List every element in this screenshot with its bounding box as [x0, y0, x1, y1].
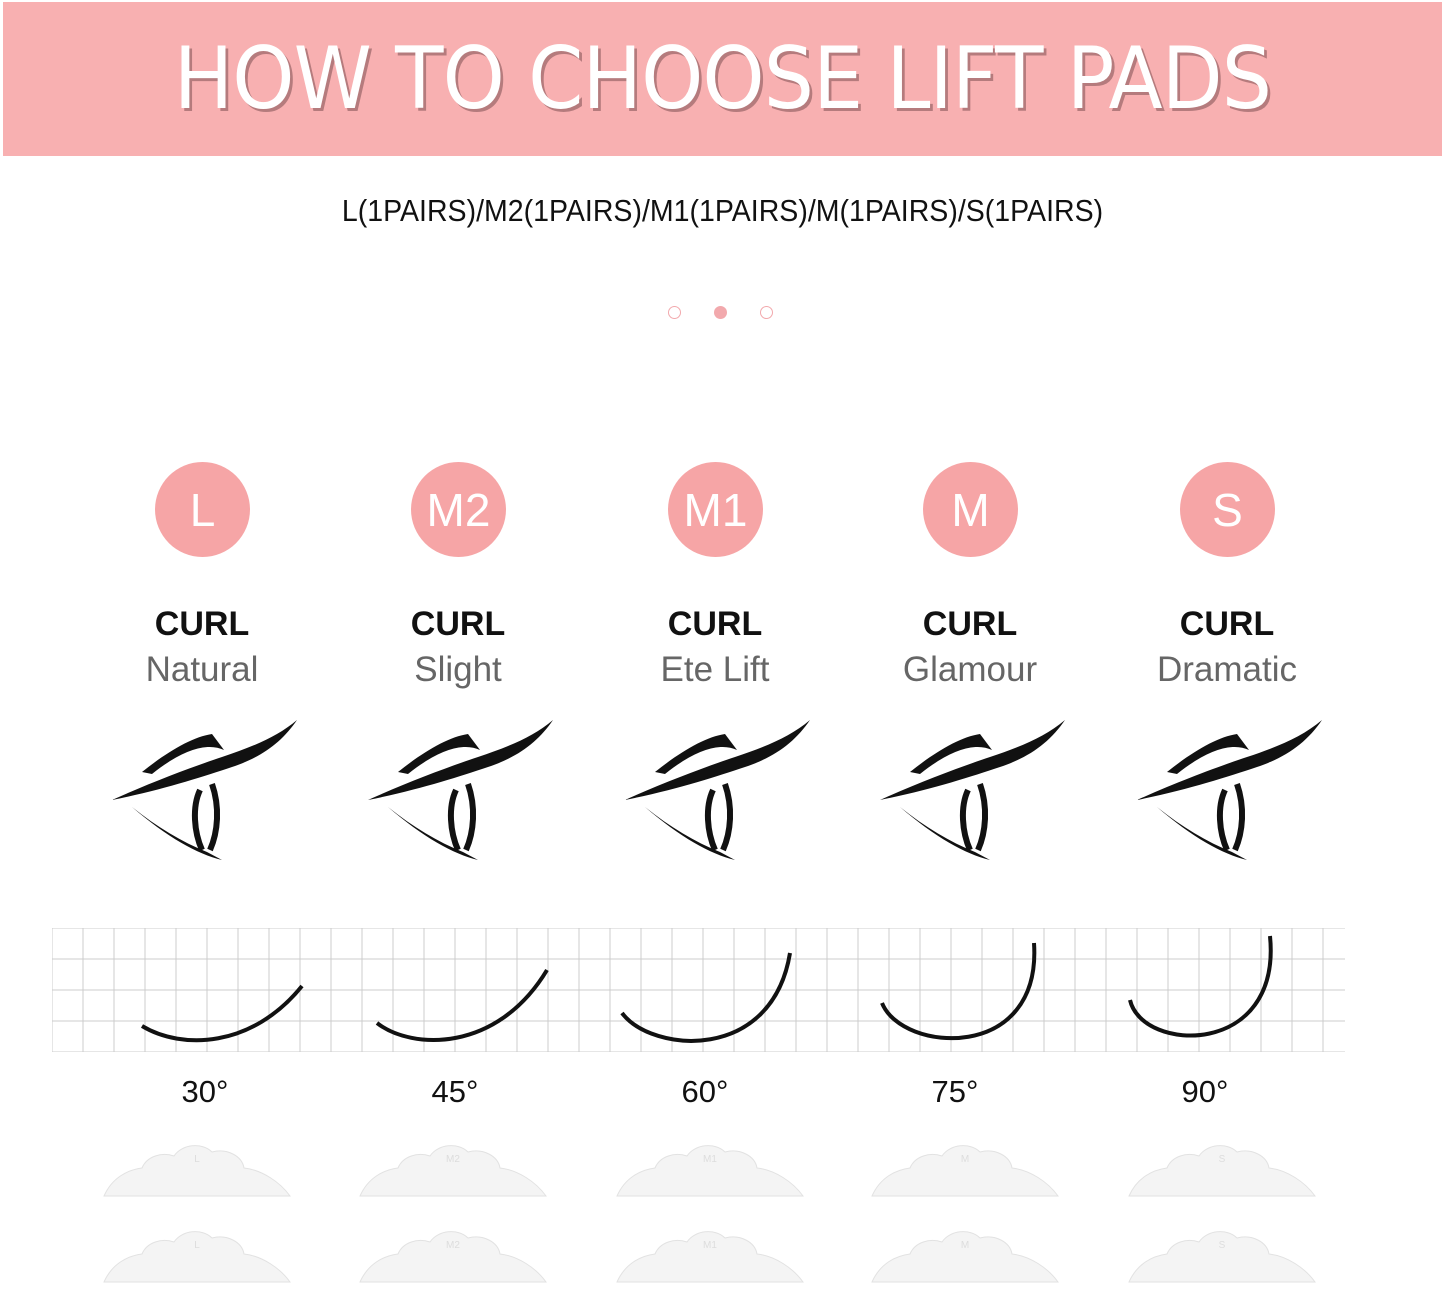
svg-text:M: M [961, 1154, 969, 1165]
carousel-dot-active[interactable] [714, 306, 727, 319]
eye-illustration-icon [368, 712, 568, 862]
curl-angle: 90° [1181, 1074, 1229, 1109]
curl-angle: 30° [181, 1074, 229, 1109]
carousel-dot[interactable] [668, 306, 681, 319]
curl-label: CURL [667, 605, 763, 643]
lash-curve [140, 984, 304, 1043]
size-badge: M [923, 462, 1018, 557]
title-banner: HOW TO CHOOSE LIFT PADS [3, 2, 1442, 156]
curl-style: Glamour [902, 650, 1038, 689]
lift-pad-image: S [1127, 1224, 1317, 1286]
curl-label: CURL [154, 605, 250, 643]
curl-style: Ete Lift [660, 650, 770, 689]
size-badge: M1 [668, 462, 763, 557]
lift-pad-image: M [870, 1224, 1060, 1286]
lash-curve [1128, 935, 1273, 1038]
size-badge: M2 [411, 462, 506, 557]
lift-pad-image: L [102, 1224, 292, 1286]
eye-illustration-icon [880, 712, 1080, 862]
curl-label: CURL [410, 605, 506, 643]
curl-angle: 45° [431, 1074, 479, 1109]
lift-pad-image: M1 [615, 1224, 805, 1286]
svg-text:S: S [1219, 1154, 1226, 1165]
lift-pad-image: S [1127, 1138, 1317, 1200]
svg-text:M1: M1 [703, 1154, 717, 1165]
curl-label: CURL [922, 605, 1018, 643]
curl-angle: 60° [681, 1074, 729, 1109]
curl-style: Natural [145, 650, 259, 689]
lift-pad-image: L [102, 1138, 292, 1200]
pairs-subtitle: L(1PAIRS)/M2(1PAIRS)/M1(1PAIRS)/M(1PAIRS… [341, 193, 1104, 228]
curl-label: CURL [1179, 605, 1275, 643]
svg-text:M: M [961, 1240, 969, 1251]
lash-curve [880, 942, 1037, 1041]
lift-pad-image: M1 [615, 1138, 805, 1200]
lift-pad-image: M [870, 1138, 1060, 1200]
eye-illustration-icon [112, 712, 312, 862]
eye-illustration-icon [625, 712, 825, 862]
lift-pad-image: M2 [358, 1138, 548, 1200]
svg-text:M2: M2 [446, 1154, 460, 1165]
lift-pad-image: M2 [358, 1224, 548, 1286]
svg-text:L: L [194, 1154, 200, 1165]
eye-illustration-icon [1137, 712, 1337, 862]
curl-angle: 75° [931, 1074, 979, 1109]
svg-text:M2: M2 [446, 1240, 460, 1251]
lash-curve [620, 952, 792, 1043]
curl-style: Slight [414, 650, 502, 689]
lash-curve [375, 968, 549, 1042]
size-badge: L [155, 462, 250, 557]
svg-text:L: L [194, 1240, 200, 1251]
carousel-dot[interactable] [760, 306, 773, 319]
curl-grid [52, 928, 1345, 1052]
carousel-indicator [668, 306, 773, 319]
svg-text:S: S [1219, 1240, 1226, 1251]
size-badge: S [1180, 462, 1275, 557]
curl-style: Dramatic [1156, 650, 1298, 689]
svg-text:M1: M1 [703, 1240, 717, 1251]
page-title: HOW TO CHOOSE LIFT PADS [173, 29, 1272, 129]
